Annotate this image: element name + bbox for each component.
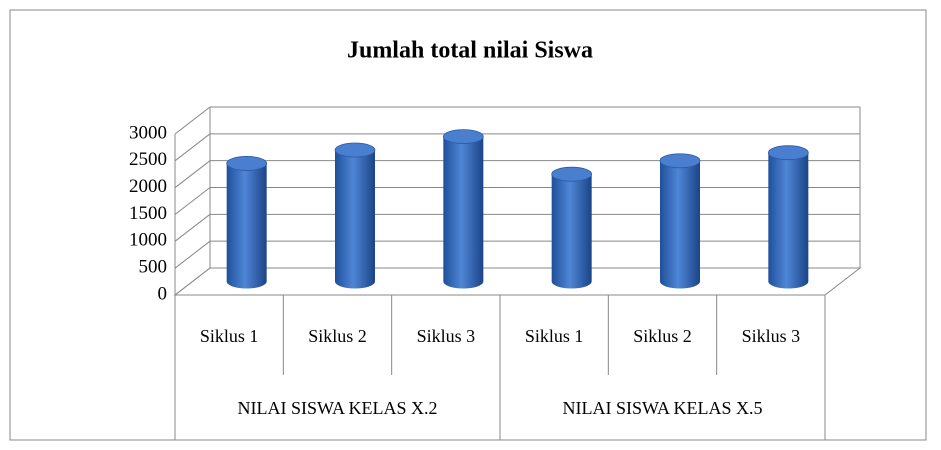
chart-title: Jumlah total nilai Siswa xyxy=(347,38,593,64)
y-tick-label: 1500 xyxy=(129,203,167,224)
bar-top xyxy=(226,156,268,171)
grid-line xyxy=(174,106,211,135)
bar-top xyxy=(659,153,701,169)
y-tick-label: 500 xyxy=(139,257,168,278)
group-label: NILAI SISWA KELAS X.5 xyxy=(563,398,763,418)
grid-line xyxy=(174,187,211,215)
grid-line xyxy=(174,213,211,242)
bar xyxy=(768,152,809,289)
grid-line xyxy=(174,240,211,269)
bar xyxy=(551,174,592,289)
grid-line xyxy=(174,133,211,162)
y-tick-label: 2500 xyxy=(129,149,167,170)
bar-top xyxy=(551,166,593,182)
x-tick-label: Siklus 3 xyxy=(417,326,476,346)
x-tick-label: Siklus 1 xyxy=(525,326,584,346)
x-tick-label: Siklus 3 xyxy=(742,326,801,346)
bar xyxy=(660,160,700,289)
bar-top xyxy=(334,142,376,158)
grid-line xyxy=(174,267,211,296)
y-tick-label: 2000 xyxy=(129,176,167,197)
bar xyxy=(335,150,375,289)
bar xyxy=(443,136,484,289)
group-label: NILAI SISWA KELAS X.2 xyxy=(238,398,438,418)
y-tick-label: 0 xyxy=(158,283,168,304)
bar-top xyxy=(442,129,484,145)
x-tick-label: Siklus 2 xyxy=(633,326,692,346)
bar-top xyxy=(767,145,809,161)
x-tick-label: Siklus 2 xyxy=(308,326,367,346)
y-tick-label: 3000 xyxy=(129,122,167,143)
bar xyxy=(226,163,267,289)
grid-line xyxy=(174,160,211,189)
x-tick-label: Siklus 1 xyxy=(200,326,259,346)
y-tick-label: 1000 xyxy=(129,230,167,251)
